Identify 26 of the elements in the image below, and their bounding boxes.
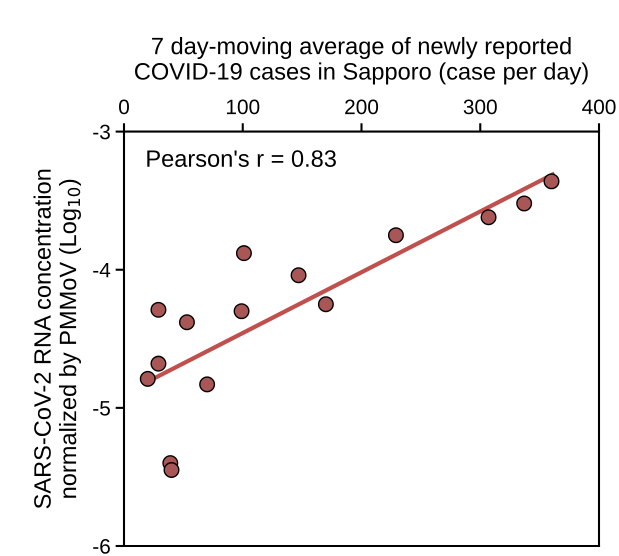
annotation: Pearson's r = 0.83 <box>147 150 336 167</box>
point <box>150 302 166 318</box>
point <box>140 370 156 387</box>
y-tick-label: -3 <box>93 124 110 140</box>
point <box>388 227 404 244</box>
x-axis-title: 7 day-moving average of newly reported COVID-19 cases in Sapporo (case per day) <box>135 37 588 84</box>
x-tick-label: 400 <box>582 100 616 114</box>
x-tick-label: 100 <box>226 100 260 114</box>
point <box>544 173 560 190</box>
point <box>164 462 180 478</box>
point <box>480 209 497 226</box>
point <box>234 303 250 320</box>
point <box>178 314 195 330</box>
point <box>290 267 307 284</box>
point <box>150 356 166 372</box>
point <box>236 245 252 262</box>
point <box>318 296 334 312</box>
y-tick-label: -4 <box>93 262 110 278</box>
x-tick-label: 300 <box>464 100 497 114</box>
point <box>199 376 216 392</box>
y-tick-label: -5 <box>93 401 110 416</box>
y-tick-label: -6 <box>93 539 110 554</box>
x-tick-label: 200 <box>345 100 378 114</box>
x-tick-label: 0 <box>119 100 129 114</box>
y-axis-title: SARS-CoV-2 RNA concentration normalized by PMMoV (Log$_{10}$) <box>34 170 81 508</box>
point <box>516 195 532 212</box>
